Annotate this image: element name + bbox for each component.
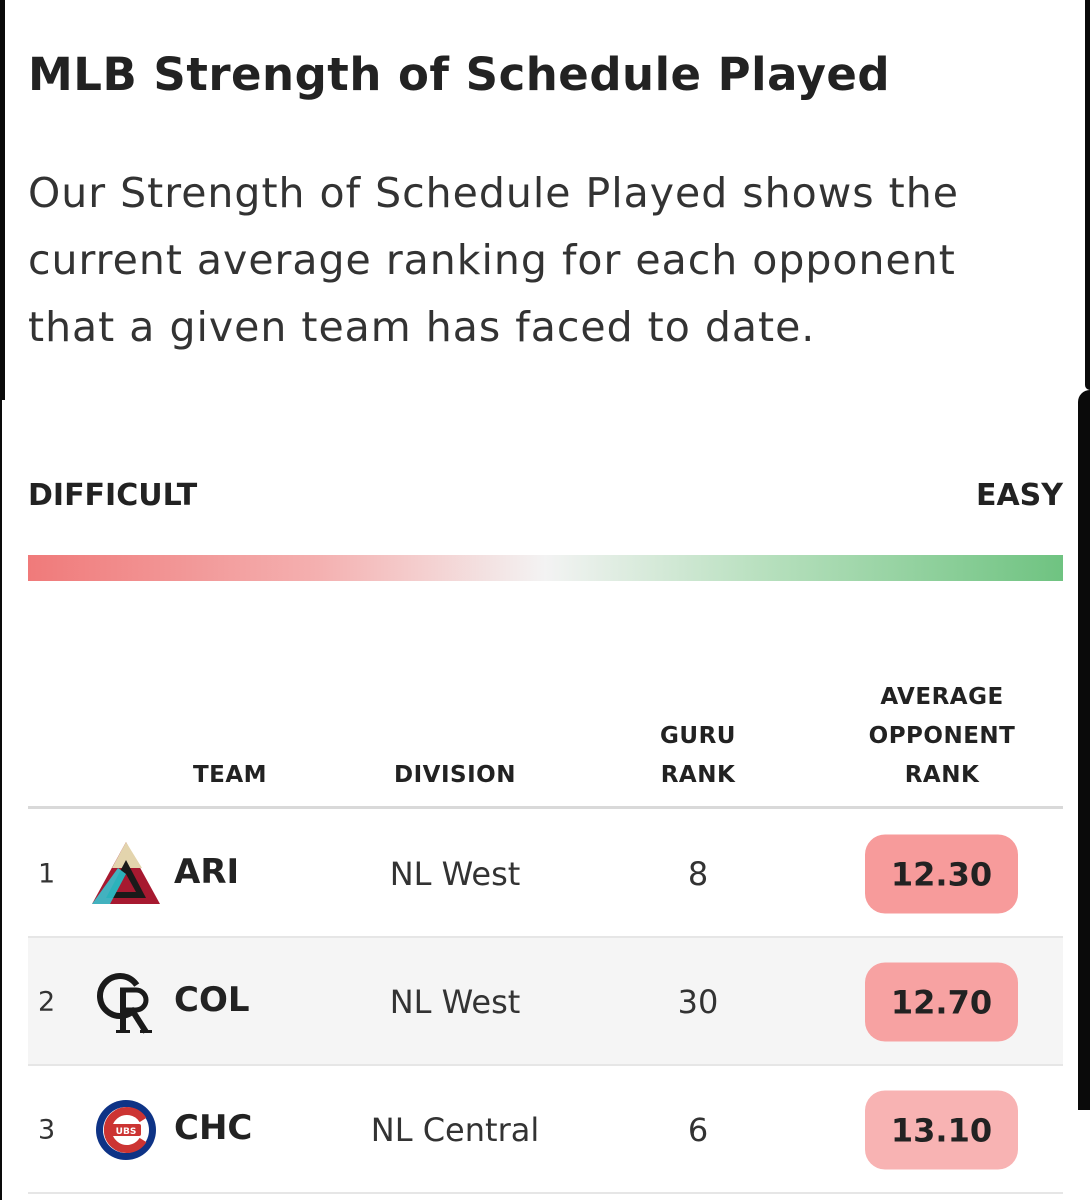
table-row[interactable]: 2 COL NL West 30 12.70: [28, 938, 1063, 1066]
row-rank: 3: [38, 1114, 56, 1146]
scale-label-difficult: DIFFICULT: [28, 478, 198, 513]
cubs-logo-icon: UBS: [96, 1100, 156, 1160]
screen-edge-right: [1078, 0, 1090, 1200]
team-abbreviation: ARI: [174, 852, 240, 892]
table-header-divider: [28, 806, 1063, 809]
team-abbreviation: COL: [174, 980, 250, 1020]
team-division: NL West: [389, 855, 521, 893]
scale-label-easy: EASY: [975, 478, 1063, 513]
table-row[interactable]: 1 ARI NL West 8 12.30: [28, 810, 1063, 938]
avg-opponent-rank-badge: 13.10: [865, 1090, 1018, 1170]
column-header-avg-line3: RANK: [904, 762, 980, 788]
column-header-guru-rank[interactable]: GURU RANK: [638, 717, 758, 795]
row-rank: 2: [38, 986, 56, 1018]
column-header-guru-rank-line1: GURU: [660, 723, 736, 749]
row-rank: 1: [38, 858, 56, 890]
screen-edge-left: [0, 0, 6, 1200]
avg-opponent-rank-badge: 12.30: [865, 834, 1018, 914]
rockies-logo-icon: [97, 973, 152, 1034]
guru-rank-value: 30: [677, 983, 719, 1021]
difficulty-scale-labels: DIFFICULT EASY: [28, 478, 1063, 518]
page-description: Our Strength of Schedule Played shows th…: [28, 169, 959, 351]
column-header-guru-rank-line2: RANK: [660, 762, 736, 788]
guru-rank-value: 8: [687, 855, 709, 893]
page-title: MLB Strength of Schedule Played: [28, 48, 891, 101]
column-header-team[interactable]: TEAM: [192, 762, 268, 788]
column-header-avg-line1: AVERAGE: [880, 684, 1004, 710]
difficulty-gradient-bar: [28, 555, 1063, 581]
column-header-division[interactable]: DIVISION: [394, 762, 516, 788]
column-header-average-opponent-rank[interactable]: AVERAGE OPPONENT RANK: [852, 678, 1032, 795]
guru-rank-value: 6: [687, 1111, 709, 1149]
svg-text:UBS: UBS: [116, 1127, 137, 1137]
column-header-avg-line2: OPPONENT: [868, 723, 1016, 749]
diamondbacks-logo-icon: [92, 842, 160, 904]
team-abbreviation: CHC: [174, 1108, 253, 1148]
table-row[interactable]: 3 UBS CHC NL Central 6 13.10: [28, 1066, 1063, 1194]
team-division: NL West: [389, 983, 521, 1021]
team-division: NL Central: [370, 1111, 540, 1149]
row-divider: [28, 1192, 1063, 1194]
avg-opponent-rank-badge: 12.70: [865, 962, 1018, 1042]
row-divider: [28, 936, 1063, 938]
row-divider: [28, 1064, 1063, 1066]
